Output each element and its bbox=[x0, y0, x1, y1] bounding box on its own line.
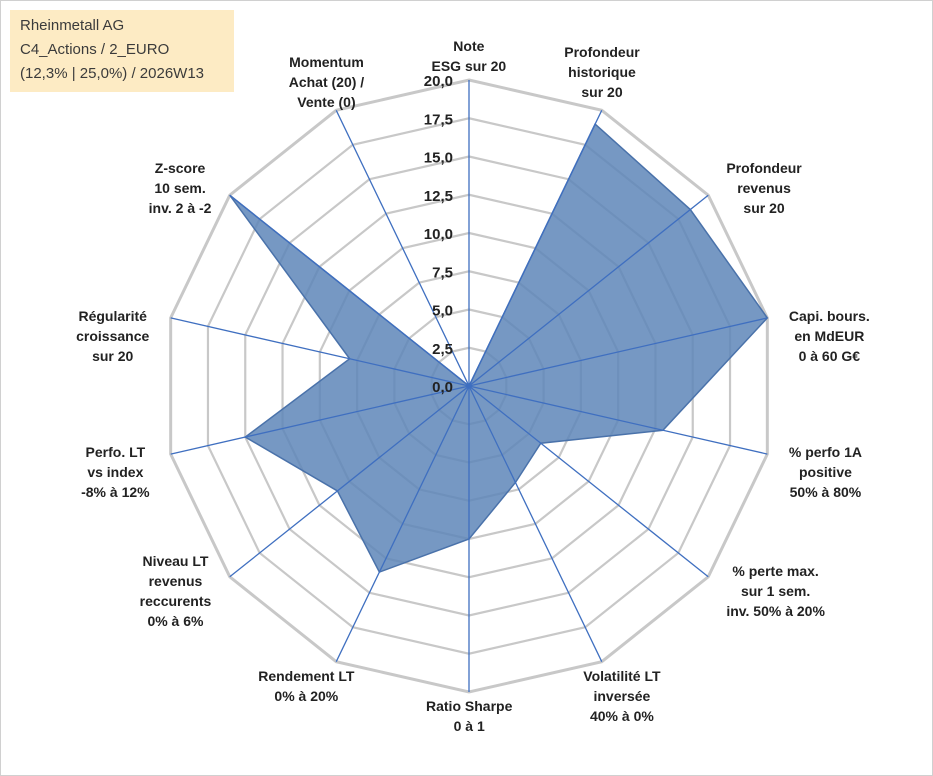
r-tick-label: 20,0 bbox=[424, 73, 453, 90]
category-label: Profondeur revenus sur 20 bbox=[726, 158, 801, 218]
category-label-line: inversée bbox=[593, 687, 651, 704]
category-label-line: Momentum bbox=[289, 54, 364, 71]
category-label-line: Achat (20) / bbox=[288, 74, 365, 91]
category-label-line: 50% à 80% bbox=[789, 484, 862, 501]
category-label-line: Capi. bours. bbox=[788, 307, 870, 324]
r-tick-label: 5,0 bbox=[432, 303, 453, 320]
axis-spoke bbox=[468, 385, 603, 662]
category-label-line: -8% à 12% bbox=[81, 484, 150, 501]
category-label-line: inv. 2 à -2 bbox=[148, 199, 212, 216]
axis-spoke bbox=[335, 110, 470, 387]
category-label-line: 0 à 60 G€ bbox=[798, 347, 861, 364]
axis-spoke bbox=[468, 110, 603, 387]
r-tick-label: 17,5 bbox=[424, 111, 453, 128]
category-label-line: Volatilité LT bbox=[583, 667, 661, 684]
chart-title-box: Rheinmetall AG C4_Actions / 2_EURO (12,3… bbox=[10, 10, 234, 92]
axis-spoke bbox=[468, 194, 709, 387]
category-label-line: Ratio Sharpe bbox=[426, 698, 513, 714]
axis-spoke bbox=[468, 385, 768, 455]
category-label: Perfo. LT vs index -8% à 12% bbox=[81, 442, 149, 502]
axis-spoke bbox=[229, 194, 470, 387]
r-tick-label: 7,5 bbox=[432, 264, 453, 281]
category-label-line: reccurents bbox=[139, 592, 212, 609]
axis-spoke bbox=[468, 317, 768, 387]
category-label-line: Rendement LT bbox=[258, 667, 355, 684]
category-label-line: Profondeur bbox=[564, 44, 640, 61]
category-label-line: 10 sem. bbox=[154, 179, 206, 196]
category-label-line: % perfo 1A bbox=[788, 444, 862, 461]
category-label-line: 40% à 0% bbox=[589, 707, 654, 724]
axis-spoke bbox=[170, 385, 470, 455]
category-label: Z-score 10 sem. inv. 2 à -2 bbox=[149, 158, 212, 218]
category-label: % perfo 1A positive 50% à 80% bbox=[789, 442, 862, 502]
spoke-layer bbox=[170, 80, 768, 692]
category-label: Volatilité LT inversée 40% à 0% bbox=[583, 666, 660, 726]
series-area bbox=[229, 122, 769, 574]
category-label: Régularité croissance sur 20 bbox=[76, 306, 149, 366]
category-label-line: positive bbox=[798, 464, 852, 481]
category-label-line: ESG sur 20 bbox=[431, 58, 507, 74]
category-label: Ratio Sharpe 0 à 1 bbox=[426, 696, 512, 736]
category-label-line: croissance bbox=[76, 327, 150, 344]
axis-spoke bbox=[335, 385, 470, 662]
category-label-line: Note bbox=[453, 38, 485, 54]
category-label-line: Z-score bbox=[154, 159, 206, 176]
category-label: Profondeur historique sur 20 bbox=[564, 42, 639, 102]
r-tick-label: 0,0 bbox=[432, 379, 453, 396]
category-label: Note ESG sur 20 bbox=[432, 36, 507, 76]
r-tick-label: 12,5 bbox=[424, 188, 453, 205]
category-label: % perte max. sur 1 sem. inv. 50% à 20% bbox=[726, 561, 825, 621]
category-label: Rendement LT 0% à 20% bbox=[258, 666, 354, 706]
r-tick-label: 2,5 bbox=[432, 341, 453, 358]
category-label-line: Perfo. LT bbox=[85, 444, 146, 461]
category-label-line: sur 20 bbox=[581, 84, 623, 101]
chart-subtitle-stats: (12,3% | 25,0%) / 2026W13 bbox=[20, 65, 204, 82]
category-label-line: inv. 50% à 20% bbox=[726, 602, 825, 619]
r-tick-label: 10,0 bbox=[424, 226, 453, 243]
category-label-line: Profondeur bbox=[726, 159, 802, 176]
category-label-line: sur 20 bbox=[92, 347, 134, 364]
category-label-line: 0 à 1 bbox=[453, 718, 485, 734]
category-label-line: revenus bbox=[737, 179, 791, 196]
axis-spoke bbox=[170, 317, 470, 387]
category-label: Niveau LT revenus reccurents 0% à 6% bbox=[140, 551, 212, 631]
category-label: Capi. bours. en MdEUR 0 à 60 G€ bbox=[789, 306, 870, 366]
category-label-line: 0% à 6% bbox=[147, 612, 204, 629]
category-label-line: vs index bbox=[87, 464, 144, 481]
axis-spoke bbox=[229, 385, 470, 578]
category-label-line: sur 1 sem. bbox=[740, 582, 811, 599]
category-label-line: Vente (0) bbox=[297, 94, 356, 111]
category-label-line: en MdEUR bbox=[794, 327, 865, 344]
r-tick-label: 15,0 bbox=[424, 150, 453, 167]
chart-title: Rheinmetall AG bbox=[20, 17, 125, 34]
category-label-line: revenus bbox=[148, 572, 203, 589]
category-label-line: Régularité bbox=[78, 307, 147, 324]
tick-layer: 0,0 2,5 5,0 7,5 10,0 12,5 15,0 17,5 20,0 bbox=[424, 73, 453, 396]
category-label-line: sur 20 bbox=[743, 199, 785, 216]
category-label-line: 0% à 20% bbox=[274, 687, 339, 704]
category-label-line: Niveau LT bbox=[142, 552, 209, 569]
chart-subtitle-category: C4_Actions / 2_EURO bbox=[20, 41, 170, 58]
series-layer bbox=[229, 122, 769, 574]
category-label-line: % perte max. bbox=[732, 562, 819, 579]
axis-spoke bbox=[468, 385, 709, 578]
category-label-line: historique bbox=[568, 64, 636, 81]
category-label: Momentum Achat (20) / Vente (0) bbox=[289, 52, 364, 112]
